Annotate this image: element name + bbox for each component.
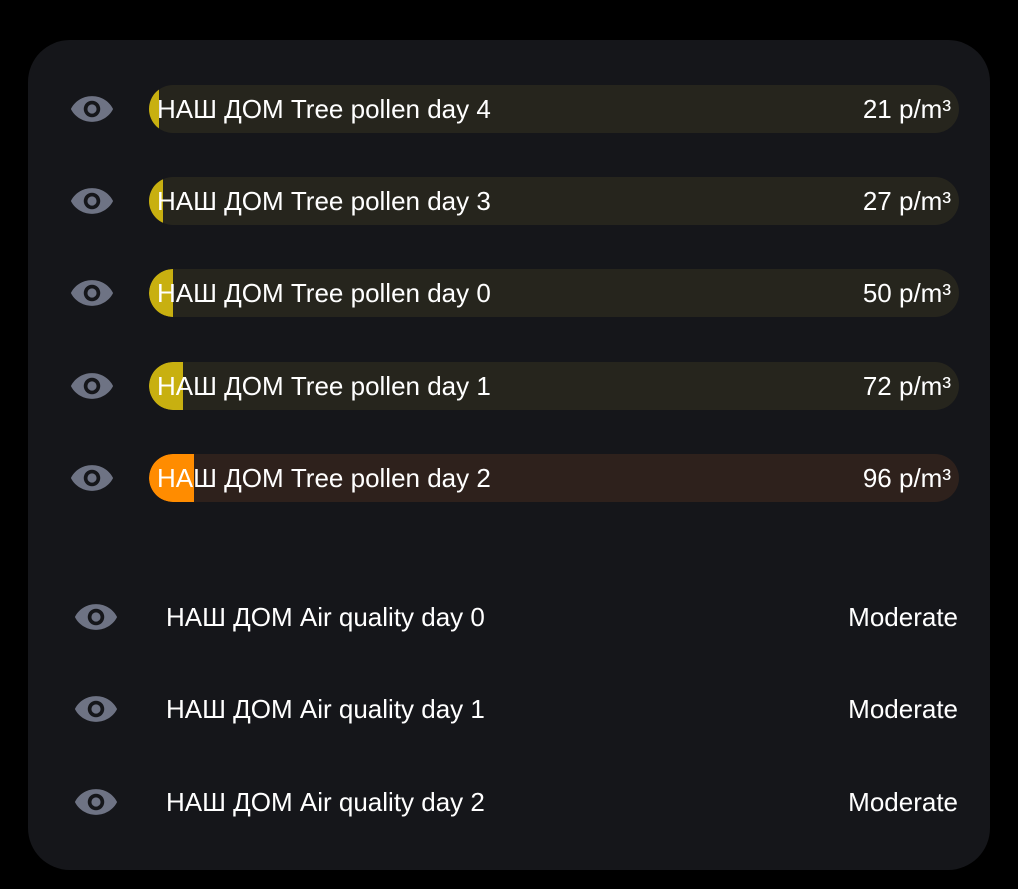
- pollen-bar-fill: [149, 454, 194, 502]
- air-quality-label: НАШ ДОМ Air quality day 1: [166, 694, 485, 724]
- eye-icon[interactable]: [74, 787, 118, 817]
- pollen-row[interactable]: НАШ ДОМ Tree pollen day 1 72 p/m³: [28, 362, 990, 410]
- pollen-value: 21 p/m³: [862, 94, 951, 124]
- air-quality-value: Moderate: [848, 602, 958, 632]
- eye-icon[interactable]: [70, 186, 114, 216]
- pollen-bar-fill: [149, 177, 163, 225]
- pollen-row[interactable]: НАШ ДОМ Tree pollen day 3 27 p/m³: [28, 177, 990, 225]
- pollen-value: 72 p/m³: [862, 371, 951, 401]
- pollen-label: НАШ ДОМ Tree pollen day 3: [157, 186, 491, 216]
- pollen-bar-fill: [149, 362, 183, 410]
- air-quality-value: Moderate: [848, 787, 958, 817]
- pollen-row[interactable]: НАШ ДОМ Tree pollen day 2 96 p/m³: [28, 454, 990, 502]
- pollen-bar[interactable]: НАШ ДОМ Tree pollen day 2 96 p/m³: [149, 454, 959, 502]
- eye-icon[interactable]: [70, 278, 114, 308]
- pollen-label: НАШ ДОМ Tree pollen day 0: [157, 278, 491, 308]
- air-quality-label: НАШ ДОМ Air quality day 2: [166, 787, 485, 817]
- air-quality-row[interactable]: НАШ ДОМ Air quality day 1 Moderate: [28, 685, 990, 733]
- pollen-bar[interactable]: НАШ ДОМ Tree pollen day 3 27 p/m³: [149, 177, 959, 225]
- pollen-row[interactable]: НАШ ДОМ Tree pollen day 4 21 p/m³: [28, 85, 990, 133]
- pollen-label: НАШ ДОМ Tree pollen day 1: [157, 371, 491, 401]
- eye-icon[interactable]: [74, 602, 118, 632]
- eye-icon[interactable]: [74, 694, 118, 724]
- air-quality-row[interactable]: НАШ ДОМ Air quality day 0 Moderate: [28, 593, 990, 641]
- eye-icon[interactable]: [70, 371, 114, 401]
- air-quality-value: Moderate: [848, 694, 958, 724]
- pollen-label: НАШ ДОМ Tree pollen day 4: [157, 94, 491, 124]
- eye-icon[interactable]: [70, 463, 114, 493]
- pollen-value: 50 p/m³: [862, 278, 951, 308]
- pollen-value: 27 p/m³: [862, 186, 951, 216]
- air-quality-row[interactable]: НАШ ДОМ Air quality day 2 Moderate: [28, 778, 990, 826]
- air-quality-label: НАШ ДОМ Air quality day 0: [166, 602, 485, 632]
- pollen-bar[interactable]: НАШ ДОМ Tree pollen day 1 72 p/m³: [149, 362, 959, 410]
- pollen-label: НАШ ДОМ Tree pollen day 2: [157, 463, 491, 493]
- pollen-bar-fill: [149, 85, 159, 133]
- entities-card: НАШ ДОМ Tree pollen day 4 21 p/m³ НАШ ДО…: [28, 40, 990, 870]
- eye-icon[interactable]: [70, 94, 114, 124]
- pollen-value: 96 p/m³: [862, 463, 951, 493]
- pollen-row[interactable]: НАШ ДОМ Tree pollen day 0 50 p/m³: [28, 269, 990, 317]
- pollen-bar[interactable]: НАШ ДОМ Tree pollen day 4 21 p/m³: [149, 85, 959, 133]
- pollen-bar[interactable]: НАШ ДОМ Tree pollen day 0 50 p/m³: [149, 269, 959, 317]
